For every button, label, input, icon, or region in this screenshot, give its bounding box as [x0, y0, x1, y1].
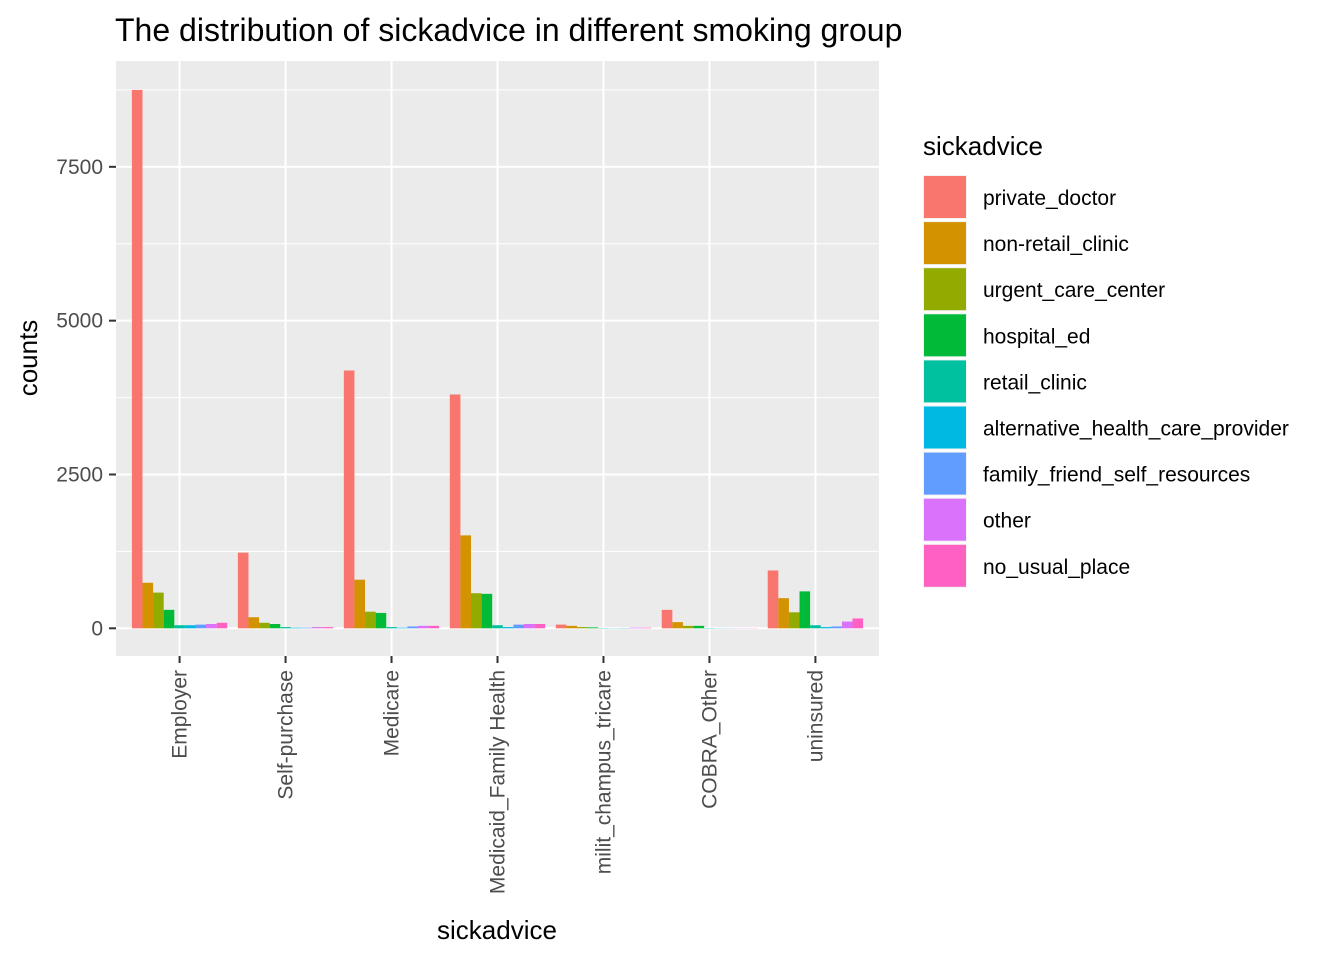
- bar-no_usual_place-Self-purchase: [322, 627, 334, 629]
- y-axis-title: counts: [13, 320, 43, 397]
- bar-family_friend_self_resources-Medicaid_Family Health: [513, 624, 524, 629]
- bars: [131, 89, 864, 629]
- legend-swatch-private_doctor: [924, 176, 966, 218]
- bar-family_friend_self_resources-Employer: [195, 624, 207, 629]
- y-tick-label: 0: [91, 617, 103, 640]
- legend-label: retail_clinic: [983, 371, 1087, 394]
- bar-private_doctor-Medicaid_Family Health: [449, 394, 461, 629]
- legend-label: family_friend_self_resources: [983, 464, 1250, 487]
- bar-no_usual_place-Medicaid_Family Health: [534, 624, 546, 629]
- bar-urgent_care_center-COBRA_Other: [682, 625, 694, 629]
- legend-label: alternative_health_care_provider: [983, 418, 1289, 441]
- x-tick-label: milit_champus_tricare: [592, 670, 615, 874]
- bar-hospital_ed-Self-purchase: [269, 624, 281, 629]
- bar-private_doctor-milit_champus_tricare: [555, 624, 567, 629]
- bar-private_doctor-uninsured: [767, 570, 779, 629]
- bar-hospital_ed-Employer: [163, 609, 175, 629]
- bar-alternative_health_care_provider-Medicare: [396, 627, 408, 629]
- chart-title: The distribution of sickadvice in differ…: [115, 12, 902, 48]
- x-axis: Employer Self-purchase Medicare Medicaid_Fa…: [169, 656, 827, 894]
- bar-hospital_ed-uninsured: [799, 591, 811, 629]
- bar-urgent_care_center-Medicaid_Family Health: [471, 593, 482, 629]
- bar-non-retail_clinic-uninsured: [778, 598, 789, 629]
- bar-private_doctor-Self-purchase: [237, 552, 249, 629]
- legend-swatch-urgent_care_center: [924, 268, 966, 311]
- bar-alternative_health_care_provider-Self-purchase: [290, 627, 302, 629]
- bar-hospital_ed-milit_champus_tricare: [587, 627, 599, 629]
- bar-no_usual_place-uninsured: [852, 618, 864, 629]
- bar-retail_clinic-Medicaid_Family Health: [492, 625, 503, 629]
- x-axis-title: sickadvice: [437, 915, 557, 945]
- legend-label: other: [983, 510, 1031, 533]
- bar-private_doctor-Employer: [131, 89, 143, 629]
- legend-label: non-retail_clinic: [983, 233, 1129, 256]
- bar-hospital_ed-Medicaid_Family Health: [481, 593, 493, 629]
- bar-no_usual_place-Medicare: [428, 625, 440, 629]
- legend-label: no_usual_place: [983, 556, 1130, 579]
- legend-title: sickadvice: [923, 131, 1043, 161]
- legend-swatch-non-retail_clinic: [924, 222, 966, 265]
- y-tick-label: 5000: [56, 310, 103, 333]
- bar-alternative_health_care_provider-uninsured: [820, 627, 832, 629]
- legend-swatch-hospital_ed: [924, 314, 966, 357]
- x-tick-label: COBRA_Other: [698, 670, 721, 809]
- bar-family_friend_self_resources-Self-purchase: [301, 627, 313, 629]
- legend: sickadvice private_doctor non-retail_clin…: [923, 131, 1289, 588]
- y-tick-label: 2500: [56, 463, 103, 486]
- y-tick-label: 7500: [56, 156, 103, 179]
- bar-retail_clinic-Medicare: [386, 627, 397, 629]
- bar-other-Medicare: [418, 625, 429, 629]
- legend-swatch-alternative_health_care_provider: [924, 406, 966, 449]
- bar-other-Employer: [206, 624, 217, 629]
- x-tick-label: Employer: [169, 670, 192, 759]
- bar-alternative_health_care_provider-Medicaid_Family Health: [502, 627, 514, 629]
- bar-other-uninsured: [841, 621, 853, 629]
- legend-swatch-family_friend_self_resources: [924, 452, 966, 495]
- bar-private_doctor-COBRA_Other: [661, 609, 673, 629]
- bar-family_friend_self_resources-uninsured: [831, 626, 842, 629]
- bar-no_usual_place-Employer: [216, 622, 228, 629]
- bar-non-retail_clinic-milit_champus_tricare: [566, 625, 577, 629]
- legend-label: urgent_care_center: [983, 279, 1165, 302]
- legend-swatch-retail_clinic: [924, 360, 966, 403]
- bar-retail_clinic-Self-purchase: [280, 627, 291, 629]
- x-tick-label: Medicaid_Family Health: [487, 670, 510, 894]
- bar-other-Medicaid_Family Health: [523, 624, 535, 629]
- bar-non-retail_clinic-Employer: [142, 582, 154, 629]
- bar-retail_clinic-Employer: [174, 625, 185, 629]
- bar-urgent_care_center-Self-purchase: [259, 622, 270, 629]
- bar-family_friend_self_resources-Medicare: [407, 626, 419, 629]
- y-axis: 0 2500 5000 7500: [56, 156, 116, 640]
- bar-urgent_care_center-milit_champus_tricare: [576, 627, 588, 629]
- legend-swatch-other: [924, 498, 966, 541]
- bar-non-retail_clinic-Medicare: [354, 579, 366, 629]
- bar-private_doctor-Medicare: [343, 370, 355, 629]
- legend-label: private_doctor: [983, 187, 1116, 210]
- bar-urgent_care_center-Medicare: [365, 611, 376, 629]
- bar-urgent_care_center-Employer: [153, 592, 164, 629]
- bar-other-Self-purchase: [312, 627, 323, 629]
- bar-retail_clinic-uninsured: [810, 625, 821, 629]
- bar-urgent_care_center-uninsured: [788, 612, 800, 629]
- x-tick-label: Medicare: [381, 670, 404, 756]
- bar-other-milit_champus_tricare: [629, 627, 641, 629]
- bar-hospital_ed-COBRA_Other: [693, 625, 705, 629]
- legend-label: hospital_ed: [983, 325, 1090, 348]
- bar-alternative_health_care_provider-Employer: [184, 625, 196, 629]
- bar-hospital_ed-Medicare: [375, 612, 387, 629]
- grid-lines: [116, 61, 879, 656]
- x-tick-label: uninsured: [804, 670, 827, 762]
- bar-non-retail_clinic-COBRA_Other: [672, 622, 683, 629]
- bar-non-retail_clinic-Medicaid_Family Health: [460, 535, 472, 629]
- bar-no_usual_place-milit_champus_tricare: [640, 627, 652, 629]
- x-tick-label: Self-purchase: [275, 670, 298, 800]
- legend-swatch-no_usual_place: [924, 544, 966, 587]
- bar-non-retail_clinic-Self-purchase: [248, 617, 260, 629]
